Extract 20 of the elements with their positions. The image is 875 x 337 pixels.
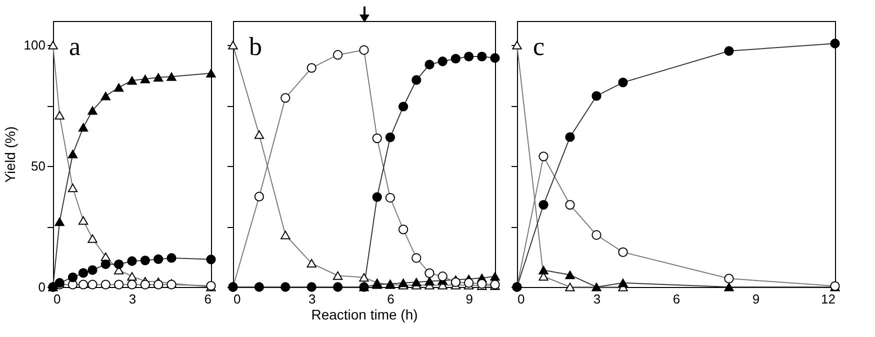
x-tick-label: 9: [752, 292, 760, 306]
x-tick-label: 3: [128, 292, 136, 306]
x-tick-label: 6: [672, 292, 680, 306]
y-tick-label: 50: [31, 158, 46, 174]
y-tick-label: 0: [38, 280, 46, 294]
x-tick-label: 0: [54, 292, 61, 306]
annotation: c: [533, 32, 545, 61]
x-tick-label: 0: [518, 292, 525, 306]
y-tick-label: 100: [24, 38, 46, 53]
y-axis-title: Yield (%): [2, 126, 18, 183]
x-tick-label: 3: [308, 292, 316, 306]
x-tick-label: 9: [466, 292, 473, 306]
annotation: a: [69, 32, 81, 61]
x-tick-label: 3: [593, 292, 601, 306]
x-tick-label: 6: [387, 292, 394, 306]
x-tick-label: 12: [821, 292, 836, 306]
x-tick-label: 0: [234, 292, 241, 306]
annotation: b: [249, 32, 262, 61]
x-axis-title: Reaction time (h): [311, 306, 418, 322]
x-tick-label: 6: [204, 292, 212, 306]
